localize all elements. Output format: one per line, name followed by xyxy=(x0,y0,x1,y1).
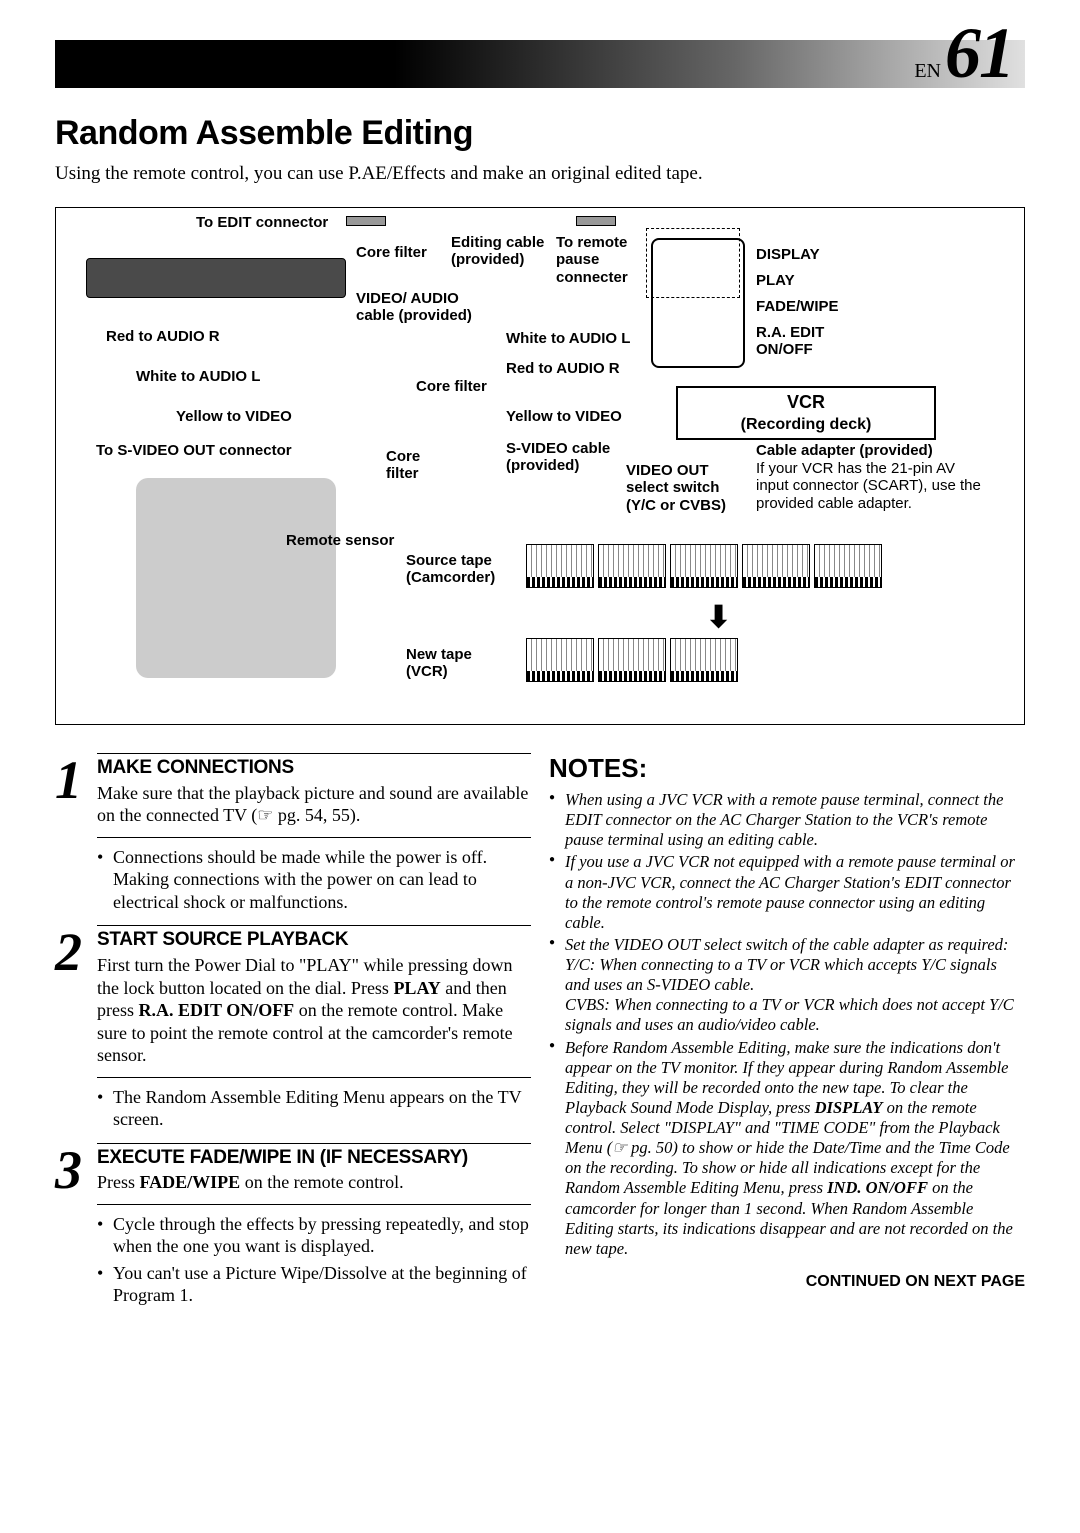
note-item: Before Random Assemble Editing, make sur… xyxy=(549,1038,1025,1259)
label-white-audio-l-1: White to AUDIO L xyxy=(136,368,260,385)
label-yellow-video-2: Yellow to VIDEO xyxy=(506,408,622,425)
remote-control-outline xyxy=(651,238,745,368)
divider xyxy=(97,837,531,838)
step-body-text: Press FADE/WIPE on the remote control. xyxy=(97,1171,531,1194)
connection-diagram: To EDIT connector Core filter Editing ca… xyxy=(55,207,1025,725)
page-number: EN 61 xyxy=(914,12,1013,95)
vcr-label: VCR xyxy=(787,392,825,412)
scene-thumb xyxy=(670,544,738,588)
right-column: NOTES: When using a JVC VCR with a remot… xyxy=(549,753,1025,1319)
step-bullets: Cycle through the effects by pressing re… xyxy=(97,1213,531,1307)
step-1: 1 MAKE CONNECTIONS Make sure that the pl… xyxy=(55,753,531,917)
divider xyxy=(97,1204,531,1205)
page: EN 61 Random Assemble Editing Using the … xyxy=(0,0,1080,1349)
left-column: 1 MAKE CONNECTIONS Make sure that the pl… xyxy=(55,753,531,1319)
bullet-item: You can't use a Picture Wipe/Dissolve at… xyxy=(97,1262,531,1307)
note-item: When using a JVC VCR with a remote pause… xyxy=(549,790,1025,850)
scene-thumb xyxy=(526,638,594,682)
label-red-audio-r-1: Red to AUDIO R xyxy=(106,328,220,345)
step-bullets: The Random Assemble Editing Menu appears… xyxy=(97,1086,531,1131)
cable-end-icon xyxy=(576,216,616,226)
bullet-item: The Random Assemble Editing Menu appears… xyxy=(97,1086,531,1131)
new-tape-scenes xyxy=(526,638,738,682)
step-number: 1 xyxy=(55,759,97,917)
scene-thumb xyxy=(526,544,594,588)
notes-heading: NOTES: xyxy=(549,753,1025,784)
note-item: Set the VIDEO OUT select switch of the c… xyxy=(549,935,1025,1036)
step-title: MAKE CONNECTIONS xyxy=(97,753,531,780)
label-remote-pause: To remote pause connecter xyxy=(556,234,636,286)
label-red-audio-r-2: Red to AUDIO R xyxy=(506,360,620,377)
scene-thumb xyxy=(598,544,666,588)
label-edit-connector: To EDIT connector xyxy=(196,214,328,231)
scene-thumb xyxy=(598,638,666,682)
label-ra-edit: R.A. EDIT ON/OFF xyxy=(756,324,876,359)
page-title: Random Assemble Editing xyxy=(55,114,1025,153)
label-source-tape: Source tape (Camcorder) xyxy=(406,552,506,587)
step-number: 2 xyxy=(55,931,97,1134)
label-play: PLAY xyxy=(756,272,795,289)
scene-thumb xyxy=(814,544,882,588)
step-number: 3 xyxy=(55,1149,97,1311)
en-label: EN xyxy=(914,60,941,82)
label-editing-cable: Editing cable (provided) xyxy=(451,234,551,269)
bullet-item: Connections should be made while the pow… xyxy=(97,846,531,914)
label-white-audio-l-2: White to AUDIO L xyxy=(506,330,630,347)
two-column-layout: 1 MAKE CONNECTIONS Make sure that the pl… xyxy=(55,753,1025,1319)
label-cable-adapter: Cable adapter (provided) xyxy=(756,442,933,459)
down-arrow-icon: ⬇ xyxy=(706,600,731,635)
step-title: START SOURCE PLAYBACK xyxy=(97,925,531,952)
bullet-item: Cycle through the effects by pressing re… xyxy=(97,1213,531,1258)
label-core-filter-3: Core filter xyxy=(386,448,446,483)
label-fade-wipe: FADE/WIPE xyxy=(756,298,839,315)
step-body-text: Make sure that the playback picture and … xyxy=(97,782,531,827)
connector-strip xyxy=(86,258,346,298)
vcr-box: VCR (Recording deck) xyxy=(676,386,936,440)
divider xyxy=(97,1077,531,1078)
recording-deck-label: (Recording deck) xyxy=(741,416,872,433)
page-num: 61 xyxy=(945,13,1013,93)
label-display: DISPLAY xyxy=(756,246,820,263)
header-bar: EN 61 xyxy=(55,40,1025,88)
step-body-text: First turn the Power Dial to "PLAY" whil… xyxy=(97,954,531,1067)
step-title: EXECUTE FADE/WIPE IN (IF NECESSARY) xyxy=(97,1143,531,1170)
label-svideo-out: To S-VIDEO OUT connector xyxy=(96,442,292,459)
label-core-filter-2: Core filter xyxy=(416,378,487,395)
label-cable-adapter-text: If your VCR has the 21-pin AV input conn… xyxy=(756,460,986,512)
cable-end-icon xyxy=(346,216,386,226)
label-svideo-cable: S-VIDEO cable (provided) xyxy=(506,440,626,475)
notes-list: When using a JVC VCR with a remote pause… xyxy=(549,790,1025,1259)
step-bullets: Connections should be made while the pow… xyxy=(97,846,531,914)
step-3: 3 EXECUTE FADE/WIPE IN (IF NECESSARY) Pr… xyxy=(55,1143,531,1311)
scene-thumb xyxy=(670,638,738,682)
label-new-tape: New tape (VCR) xyxy=(406,646,506,681)
label-video-out-switch: VIDEO OUT select switch (Y/C or CVBS) xyxy=(626,462,736,514)
label-yellow-video-1: Yellow to VIDEO xyxy=(176,408,292,425)
intro-text: Using the remote control, you can use P.… xyxy=(55,163,1025,185)
source-tape-scenes xyxy=(526,544,882,588)
scene-thumb xyxy=(742,544,810,588)
step-2: 2 START SOURCE PLAYBACK First turn the P… xyxy=(55,925,531,1134)
label-video-audio-cable: VIDEO/ AUDIO cable (provided) xyxy=(356,290,476,325)
note-item: If you use a JVC VCR not equipped with a… xyxy=(549,852,1025,933)
camcorder-illustration xyxy=(136,478,336,678)
label-remote-sensor: Remote sensor xyxy=(286,532,394,549)
continued-text: CONTINUED ON NEXT PAGE xyxy=(549,1273,1025,1291)
